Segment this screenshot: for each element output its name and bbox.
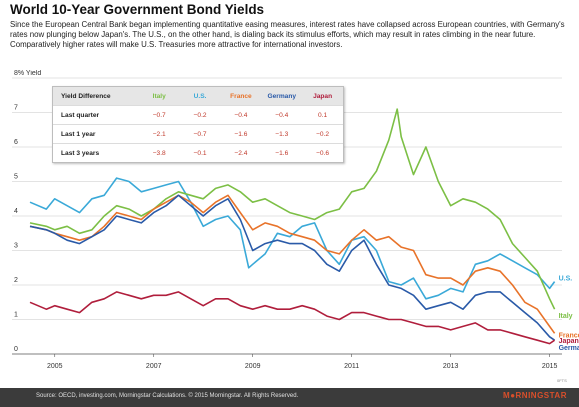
series-layer [29, 108, 556, 345]
x-tick-label: 2007 [146, 363, 162, 370]
table-header-germany: Germany [267, 92, 297, 100]
series-end-label: France [559, 332, 579, 339]
chart-title: World 10-Year Government Bond Yields [10, 2, 265, 17]
table-cell: −0.1 [193, 149, 207, 157]
table-row: Last quarter −0.7 −0.2 −0.4 −0.4 0.1 [53, 106, 343, 125]
y-tick-label: 4 [14, 208, 18, 215]
series-end-label: Japan [559, 338, 579, 345]
x-tick-label: 2013 [443, 363, 459, 370]
table-header-italy: Italy [152, 92, 166, 100]
table-cell: −3.8 [152, 149, 166, 157]
y-tick-label: 3 [14, 243, 18, 250]
yield-difference-table: Yield Difference Italy U.S. France Germa… [52, 86, 344, 163]
table-cell: −0.7 [152, 111, 166, 119]
row-label: Last 3 years [61, 149, 100, 157]
y-tick-label: 6 [14, 139, 18, 146]
table-row: Last 3 years −3.8 −0.1 −2.4 −1.6 −0.6 [53, 144, 343, 162]
series-end-label: Italy [559, 313, 573, 320]
axis-layer: 0 1 2 3 4 5 6 7 8% Yield 2005 2007 2009 2011 2013 2015 [12, 70, 562, 370]
y-tick-label: 8% Yield [14, 70, 41, 77]
table-cell: −0.7 [193, 130, 207, 138]
series-line-italy [29, 108, 556, 310]
y-tick-label: 7 [14, 105, 18, 112]
table-cell: −0.6 [316, 149, 330, 157]
x-tick-label: 2009 [245, 363, 261, 370]
table-cell: −1.3 [275, 130, 289, 138]
table-cell: −0.2 [193, 111, 207, 119]
table-cell: −1.6 [275, 149, 289, 157]
table-cell: −0.4 [275, 111, 289, 119]
y-tick-label: 1 [14, 312, 18, 319]
series-end-label: Germany [559, 345, 579, 352]
table-header-row: Yield Difference Italy U.S. France Germa… [53, 87, 343, 106]
series-line-germany [29, 194, 556, 341]
footer-bar: Source: OECD, investing.com, Morningstar… [0, 388, 579, 407]
table-header-japan: Japan [313, 92, 333, 100]
chart-code: 0FTS [557, 378, 567, 383]
table-cell: −2.4 [234, 149, 248, 157]
series-line-france [29, 194, 556, 334]
y-tick-label: 5 [14, 174, 18, 181]
series-line-us [29, 177, 556, 300]
table-cell: −0.4 [234, 111, 248, 119]
table-header-france: France [230, 92, 252, 100]
x-tick-label: 2015 [542, 363, 558, 370]
row-label: Last quarter [61, 111, 100, 119]
y-tick-label: 0 [14, 346, 18, 353]
table-header-us: U.S. [193, 92, 207, 100]
table-row: Last 1 year −2.1 −0.7 −1.6 −1.3 −0.2 [53, 125, 343, 144]
source-note: Source: OECD, investing.com, Morningstar… [36, 393, 299, 399]
x-tick-label: 2011 [344, 363, 359, 370]
table-cell: −0.2 [316, 130, 330, 138]
row-label: Last 1 year [61, 130, 96, 138]
table-cell: 0.1 [318, 111, 328, 119]
x-tick-label: 2005 [47, 363, 63, 370]
chart-subtitle: Since the European Central Bank began im… [10, 20, 565, 49]
table-cell: −2.1 [152, 130, 166, 138]
series-line-japan [29, 291, 556, 345]
y-tick-label: 2 [14, 277, 18, 284]
series-end-label: U.S. [559, 276, 573, 283]
morningstar-logo: M●RNINGSTAR [503, 391, 567, 400]
table-header-label: Yield Difference [61, 92, 111, 100]
table-cell: −1.6 [234, 130, 248, 138]
